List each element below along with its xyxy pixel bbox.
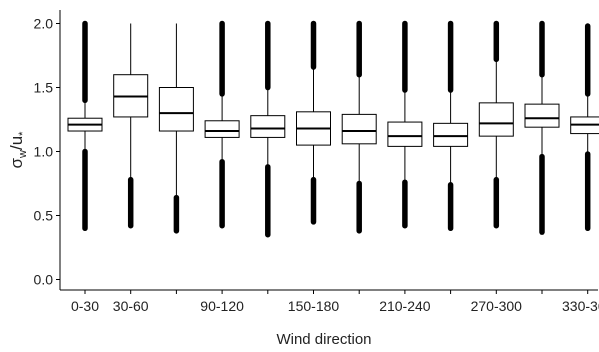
x-tick-label: 0-30 (71, 298, 99, 314)
y-axis-label-slash-u: /u (7, 136, 26, 150)
box-group-30-60 (113, 23, 149, 229)
box-group-210-240 (387, 20, 423, 229)
box (524, 103, 560, 128)
box-group-150-180 (296, 20, 331, 225)
box (158, 87, 194, 132)
y-tick-label: 2.0 (34, 16, 54, 32)
box (341, 113, 377, 145)
x-tick-label: 270-300 (471, 298, 523, 314)
y-tick-label: 0.5 (34, 208, 54, 224)
box-group-0-30 (67, 20, 103, 232)
box-group-120-150 (250, 20, 286, 238)
y-axis-label: σw/u* (7, 131, 29, 169)
y-axis-label-sigma: σ (7, 157, 26, 168)
box-group-330-360 (570, 23, 599, 232)
box (204, 120, 240, 138)
box (433, 122, 469, 147)
x-tick-label: 150-180 (288, 298, 340, 314)
x-tick-label: 30-60 (113, 298, 149, 314)
boxes-layer (67, 20, 599, 238)
box-group-90-120 (204, 20, 240, 229)
plot-area (59, 10, 598, 291)
box (250, 115, 286, 138)
y-tick-label: 1.5 (34, 80, 54, 96)
box-group-240-270 (433, 20, 469, 232)
y-tick-label: 0.0 (34, 272, 54, 288)
y-axis-label-sub-star: * (17, 131, 29, 136)
y-axis: 0.0 0.5 1.0 1.5 2.0 (34, 16, 60, 288)
x-axis: 0-30 30-60 90-120 150-180 210-240 270-300 330-… (71, 290, 599, 314)
x-tick-label: 90-120 (200, 298, 244, 314)
x-axis-label: Wind direction (276, 331, 371, 348)
box-group-270-300 (478, 20, 514, 229)
y-axis-label-sub-w: w (17, 150, 29, 159)
box (387, 121, 423, 147)
box-group-180-210 (341, 20, 377, 234)
box (478, 102, 514, 137)
x-tick-label: 330-360 (562, 298, 599, 314)
box-group-300-330 (524, 20, 560, 235)
x-tick-label: 210-240 (379, 298, 431, 314)
y-tick-label: 1.0 (34, 144, 54, 160)
box-group-60-90 (158, 23, 194, 234)
